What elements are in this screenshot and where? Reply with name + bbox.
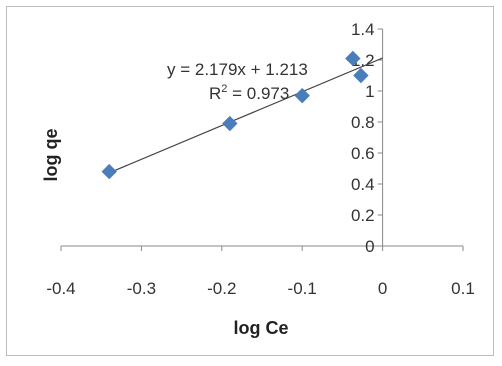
x-tick-label: -0.1 [288, 279, 317, 298]
y-axis-title: log qe [41, 129, 61, 182]
chart-frame: -0.4 -0.3 -0.2 -0.1 0 0.1 0 0.2 0.4 0.6 0.8 1 1.2 1.… [6, 6, 494, 356]
data-point [353, 67, 369, 84]
r-squared-label: R2 = 0.973 [209, 83, 289, 103]
r-squared-prefix: R [209, 84, 221, 103]
scatter-chart: -0.4 -0.3 -0.2 -0.1 0 0.1 00.20.40.60.811.21.… [41, 20, 475, 338]
y-tick-label: 0.8 [351, 113, 375, 132]
trendline-equation: y = 2.179x + 1.213 [167, 60, 308, 79]
x-axis-title: log Ce [233, 318, 288, 338]
x-tick-label: -0.2 [207, 279, 236, 298]
y-tick-label: 1.4 [351, 20, 375, 39]
x-tick-label: -0.3 [127, 279, 156, 298]
x-tick-label: 0.1 [451, 279, 475, 298]
data-point [294, 87, 310, 104]
y-tick-label: 0.2 [351, 206, 375, 225]
data-point [345, 50, 361, 67]
y-tick-label: 0 [365, 237, 374, 256]
data-points [101, 50, 369, 180]
data-point [222, 115, 238, 132]
y-tick-label: 0.4 [351, 175, 375, 194]
x-tick-label: -0.4 [46, 279, 75, 298]
y-tick-label: 0.6 [351, 144, 375, 163]
r-squared-superscript: 2 [221, 83, 227, 95]
x-axis-ticks: -0.4 -0.3 -0.2 -0.1 0 0.1 [46, 246, 475, 298]
y-tick-label: 1 [365, 82, 374, 101]
r-squared-value: = 0.973 [227, 84, 289, 103]
data-point [101, 163, 117, 180]
trendline [109, 57, 383, 174]
x-tick-label: 0 [378, 279, 387, 298]
